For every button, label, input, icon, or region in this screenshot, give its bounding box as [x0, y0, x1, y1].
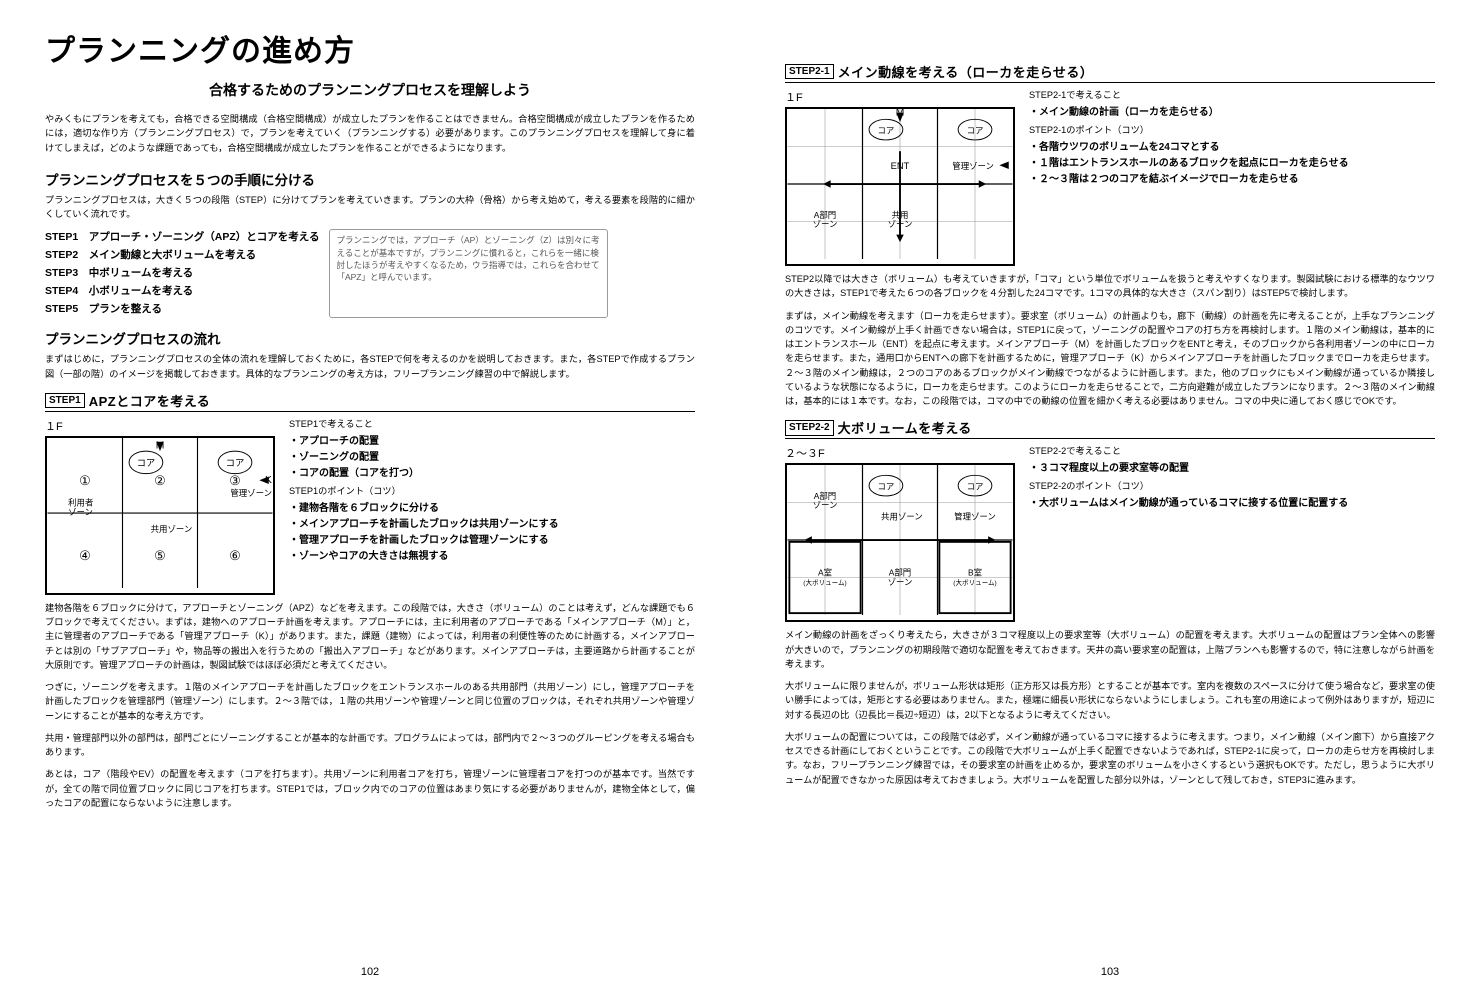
step1-longtext-2: つぎに，ゾーニングを考えます。１階のメインアプローチを計画したブロックをエントラ…	[45, 680, 695, 723]
step21-para1: STEP2以降では大きさ（ボリューム）も考えていきますが，「コマ」という単位でボ…	[785, 272, 1435, 301]
step21-point-head: STEP2-1のポイント（コツ）	[1029, 124, 1349, 138]
step-item: STEP5 プランを整える	[45, 301, 319, 319]
svg-text:⑥: ⑥	[229, 548, 241, 563]
step21-point-item: ・各階ウツワのボリュームを24コマとする	[1029, 140, 1349, 155]
intro-paragraph: やみくもにプランを考えても，合格できる空間構成（合格空間構成）が成立したプランを…	[45, 112, 695, 155]
svg-text:③: ③	[229, 473, 241, 488]
core-label: コア	[137, 458, 156, 468]
svg-text:ゾーン: ゾーン	[813, 219, 838, 229]
step22-para3: 大ボリュームの配置については，この段階では必ず，メイン動線が通っているコマに接す…	[785, 730, 1435, 787]
step-list: STEP1 アプローチ・ゾーニング（APZ）とコアを考える STEP2 メイン動…	[45, 229, 319, 318]
step1-point-item: ・建物各階を６ブロックに分ける	[289, 501, 559, 516]
step22-consider-item: ・３コマ程度以上の要求室等の配置	[1029, 461, 1348, 476]
svg-text:(大ボリューム): (大ボリューム)	[953, 578, 996, 587]
step21-figure-row: １F	[785, 89, 1435, 266]
step1-point-item: ・ゾーンやコアの大きさは無視する	[289, 549, 559, 564]
step1-tag: STEP1	[45, 393, 85, 409]
step21-consider-item: ・メイン動線の計画（ローカを走らせる）	[1029, 105, 1349, 120]
svg-text:共用ゾーン: 共用ゾーン	[151, 524, 193, 534]
step1-figure-row: １F コア コア ① ② ③	[45, 418, 695, 595]
step22-point-item: ・大ボリュームはメイン動線が通っているコマに接する位置に配置する	[1029, 496, 1348, 511]
svg-text:B室: B室	[968, 568, 982, 578]
svg-text:コア: コア	[967, 482, 984, 492]
step-item: STEP2 メイン動線と大ボリュームを考える	[45, 247, 319, 265]
step1-consider-item: ・コアの配置（コアを打つ）	[289, 466, 559, 481]
svg-text:①: ①	[79, 473, 91, 488]
step22-para1: メイン動線の計画をざっくり考えたら，大きさが３コマ程度以上の要求室等（大ボリュー…	[785, 628, 1435, 671]
step21-floor-label: １F	[785, 89, 1015, 105]
page-102: プランニングの進め方 合格するためのプランニングプロセスを理解しよう やみくもに…	[0, 0, 740, 1000]
svg-text:A室: A室	[818, 568, 832, 578]
main-title: プランニングの進め方	[45, 26, 695, 70]
svg-text:④: ④	[79, 548, 91, 563]
page-number-right: 103	[1101, 966, 1119, 978]
step1-header: STEP1 APZとコアを考える	[45, 391, 695, 412]
svg-text:ゾーン: ゾーン	[888, 577, 913, 587]
step22-header: STEP2-2 大ボリュームを考える	[785, 418, 1435, 439]
svg-text:管理ゾーン: 管理ゾーン	[954, 512, 996, 522]
svg-text:②: ②	[154, 473, 166, 488]
step-item: STEP3 中ボリュームを考える	[45, 265, 319, 283]
svg-text:(大ボリューム): (大ボリューム)	[803, 578, 846, 587]
step21-para2: まずは，メイン動線を考えます（ローカを走らせます）。要求室（ボリューム）の計画よ…	[785, 309, 1435, 409]
step21-point-item: ・２～３階は２つのコアを結ぶイメージでローカを走らせる	[1029, 172, 1349, 187]
section-body-flow: まずはじめに，プランニングプロセスの全体の流れを理解しておくために，各STEPで…	[45, 352, 695, 381]
step22-consider-column: STEP2-2で考えること ・３コマ程度以上の要求室等の配置 STEP2-2のポ…	[1029, 445, 1348, 622]
svg-text:コア: コア	[967, 125, 984, 135]
step21-tag: STEP2-1	[785, 64, 834, 80]
step22-figure-row: ２～３F	[785, 445, 1435, 622]
step1-point-item: ・メインアプローチを計画したブロックは共用ゾーンにする	[289, 517, 559, 532]
page-103: STEP2-1 メイン動線を考える（ローカを走らせる） １F	[740, 0, 1480, 1000]
section-body-five-steps: プランニングプロセスは，大きく５つの段階（STEP）に分けてプランを考えていきま…	[45, 193, 695, 222]
step22-para2: 大ボリュームに限りませんが，ボリューム形状は矩形（正方形又は長方形）とすることが…	[785, 679, 1435, 722]
side-note-apz: プランニングでは，アプローチ（AP）とゾーニング（Z）は別々に考えることが基本で…	[329, 229, 608, 318]
step1-consider-column: STEP1で考えること ・アプローチの配置 ・ゾーニングの配置 ・コアの配置（コ…	[289, 418, 559, 595]
svg-text:ゾーン: ゾーン	[68, 507, 93, 517]
step1-plan-svg: コア コア ① ② ③ ④ ⑤ ⑥ 利用者 ゾーン 共用ゾーン	[45, 436, 275, 595]
subtitle: 合格するためのプランニングプロセスを理解しよう	[45, 80, 695, 100]
step22-floor-label: ２～３F	[785, 445, 1015, 461]
step1-consider-item: ・アプローチの配置	[289, 434, 559, 449]
svg-text:M: M	[896, 109, 905, 119]
svg-text:管理ゾーン: 管理ゾーン	[230, 488, 272, 498]
svg-text:⑤: ⑤	[154, 548, 166, 563]
step1-consider-item: ・ゾーニングの配置	[289, 450, 559, 465]
step21-point-item: ・１階はエントランスホールのあるブロックを起点にローカを走らせる	[1029, 156, 1349, 171]
svg-text:共用ゾーン: 共用ゾーン	[881, 512, 923, 522]
step1-plan-figure: １F コア コア ① ② ③	[45, 418, 275, 595]
step-item: STEP4 小ボリュームを考える	[45, 283, 319, 301]
step21-plan-svg: コア コア ENT 管理ゾーン A部門 ゾーン 共用 ゾーン	[785, 107, 1015, 266]
svg-text:コア: コア	[878, 125, 895, 135]
step-list-group: STEP1 アプローチ・ゾーニング（APZ）とコアを考える STEP2 メイン動…	[45, 229, 695, 318]
step22-consider-head: STEP2-2で考えること	[1029, 445, 1348, 459]
step1-point-head: STEP1のポイント（コツ）	[289, 485, 559, 499]
step21-header: STEP2-1 メイン動線を考える（ローカを走らせる）	[785, 62, 1435, 83]
step21-consider-column: STEP2-1で考えること ・メイン動線の計画（ローカを走らせる） STEP2-…	[1029, 89, 1349, 266]
step1-point-item: ・管理アプローチを計画したブロックは管理ゾーンにする	[289, 533, 559, 548]
step22-plan-figure: ２～３F	[785, 445, 1015, 622]
step21-title: メイン動線を考える（ローカを走らせる）	[838, 62, 1094, 81]
svg-text:ゾーン: ゾーン	[813, 500, 838, 510]
step21-plan-figure: １F	[785, 89, 1015, 266]
step1-floor-label: １F	[45, 418, 275, 434]
step1-title: APZとコアを考える	[89, 391, 211, 410]
step22-tag: STEP2-2	[785, 420, 834, 436]
section-head-flow: プランニングプロセスの流れ	[45, 328, 695, 348]
step1-longtext-1: 建物各階を６ブロックに分けて，アプローチとゾーニング（APZ）などを考えます。こ…	[45, 601, 695, 672]
svg-text:管理ゾーン: 管理ゾーン	[952, 161, 994, 171]
step22-point-head: STEP2-2のポイント（コツ）	[1029, 480, 1348, 494]
step21-consider-head: STEP2-1で考えること	[1029, 89, 1349, 103]
svg-text:コア: コア	[226, 458, 245, 468]
svg-text:コア: コア	[878, 482, 895, 492]
step1-longtext-4: あとは，コア（階段やEV）の配置を考えます（コアを打ちます）。共用ゾーンに利用者…	[45, 767, 695, 810]
section-head-five-steps: プランニングプロセスを５つの手順に分ける	[45, 169, 695, 189]
step1-longtext-3: 共用・管理部門以外の部門は，部門ごとにゾーニングすることが基本的な計画です。プロ…	[45, 731, 695, 760]
step22-plan-svg: コア コア A部門 ゾーン 共用ゾーン 管理ゾーン	[785, 463, 1015, 622]
step-item: STEP1 アプローチ・ゾーニング（APZ）とコアを考える	[45, 229, 319, 247]
step1-consider-head: STEP1で考えること	[289, 418, 559, 432]
step22-title: 大ボリュームを考える	[838, 418, 972, 437]
page-number-left: 102	[361, 966, 379, 978]
